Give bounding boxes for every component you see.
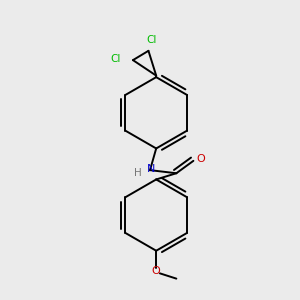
Text: Cl: Cl <box>146 35 157 45</box>
Text: O: O <box>197 154 206 164</box>
Text: N: N <box>147 164 156 174</box>
Text: H: H <box>134 168 142 178</box>
Text: Cl: Cl <box>111 54 121 64</box>
Text: O: O <box>152 266 161 276</box>
